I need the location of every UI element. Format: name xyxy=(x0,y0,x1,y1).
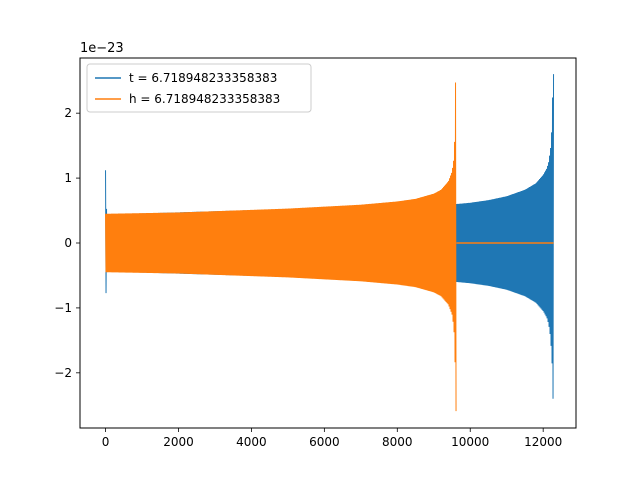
x-tick-label: 2000 xyxy=(163,435,194,449)
x-tick-label: 10000 xyxy=(451,435,489,449)
series-line-2 xyxy=(105,82,457,412)
y-tick-label: 0 xyxy=(64,236,72,250)
y-tick-label: −2 xyxy=(54,366,72,380)
x-axis: 0 2000 4000 6000 8000 10000 12000 xyxy=(102,428,562,449)
x-tick-label: 12000 xyxy=(524,435,562,449)
legend-label: t = 6.718948233358383 xyxy=(129,71,277,85)
series-layer xyxy=(105,74,555,412)
y-offset-label: 1e−23 xyxy=(80,41,124,56)
x-tick-label: 4000 xyxy=(236,435,267,449)
legend-box xyxy=(86,63,312,113)
legend-label: h = 6.718948233358383 xyxy=(129,92,280,106)
x-tick-label: 8000 xyxy=(382,435,413,449)
x-tick-label: 6000 xyxy=(309,435,340,449)
y-axis: −2 −1 0 1 2 xyxy=(54,106,80,380)
x-tick-label: 0 xyxy=(102,435,110,449)
y-tick-label: 2 xyxy=(64,106,72,120)
legend: t = 6.718948233358383 h = 6.7189482333583… xyxy=(86,63,312,113)
y-tick-label: −1 xyxy=(54,301,72,315)
y-tick-label: 1 xyxy=(64,171,72,185)
